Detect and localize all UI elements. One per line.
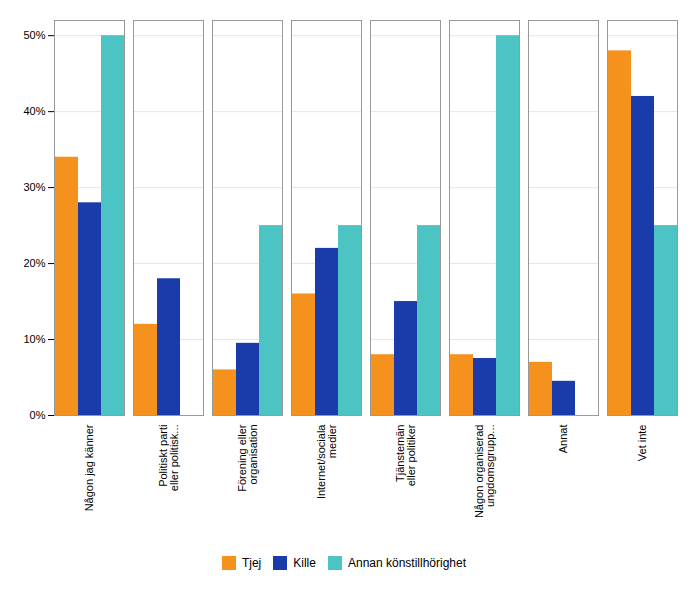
svg-text:0%: 0%	[30, 409, 46, 421]
html-text:Kille: Kille	[293, 555, 316, 570]
svg-text:Internet/socialamedier: Internet/socialamedier	[315, 424, 338, 499]
svg-text:Politiskt partieller politisk.: Politiskt partieller politisk...	[157, 425, 180, 492]
svg-text:40%: 40%	[23, 105, 45, 117]
svg-text:Annat: Annat	[557, 425, 569, 454]
svg-text:50%: 50%	[23, 29, 45, 41]
html-text:Annan könstillhörighet: Annan könstillhörighet	[348, 555, 466, 570]
svg-text:Någon organiseradungdomsgrupp.: Någon organiseradungdomsgrupp...	[473, 425, 496, 519]
svg-text:30%: 30%	[23, 181, 45, 193]
svg-text:Vet inte: Vet inte	[636, 425, 648, 462]
svg-text:Tjänstemäneller politiker: Tjänstemäneller politiker	[394, 424, 417, 486]
svg-text:10%: 10%	[23, 333, 45, 345]
svg-text:Förening ellerorganisation: Förening ellerorganisation	[236, 424, 259, 492]
html-text:Tjej: Tjej	[241, 555, 262, 570]
svg-text:Någon jag känner: Någon jag känner	[83, 424, 95, 511]
svg-text:20%: 20%	[23, 257, 45, 269]
